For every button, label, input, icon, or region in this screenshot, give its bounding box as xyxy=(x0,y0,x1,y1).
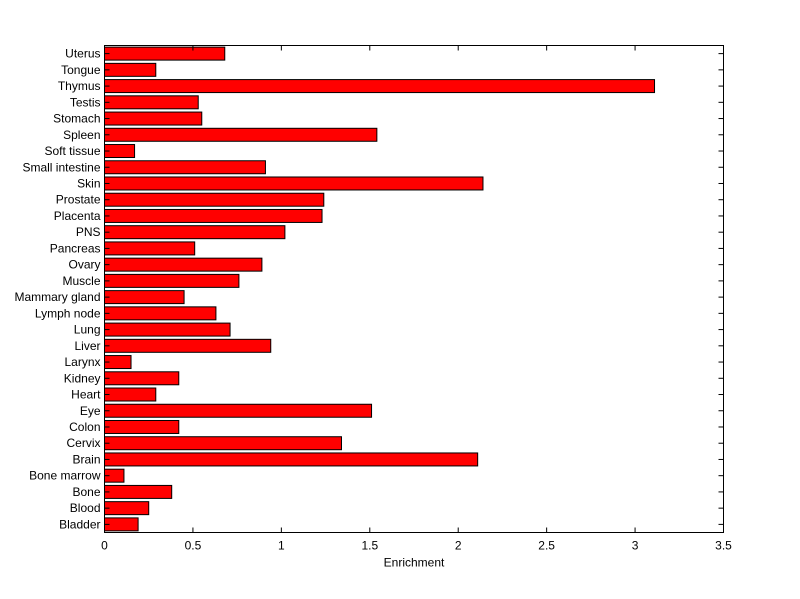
x-axis-label: Enrichment xyxy=(384,556,445,570)
bar-lung xyxy=(104,322,231,337)
y-tick-label: Prostate xyxy=(56,193,101,207)
bar-blood xyxy=(104,501,150,516)
x-tick-label: 2 xyxy=(455,539,462,553)
y-tick-label: Ovary xyxy=(68,258,100,272)
x-tick-label: 3.5 xyxy=(715,539,732,553)
y-tick-label: Bone marrow xyxy=(29,469,101,483)
bar-heart xyxy=(104,387,157,402)
bar-placenta xyxy=(104,208,323,223)
y-tick-label: Blood xyxy=(70,501,101,515)
y-tick-label: PNS xyxy=(76,225,101,239)
y-tick-label: Muscle xyxy=(62,274,100,288)
x-tick-label: 0 xyxy=(101,539,108,553)
y-tick-label: Skin xyxy=(77,176,100,190)
y-tick-label: Liver xyxy=(74,339,100,353)
bar-uterus xyxy=(104,46,226,61)
y-tick-label: Mammary gland xyxy=(14,290,100,304)
bar-cervix xyxy=(104,436,342,451)
x-tick-label: 1.5 xyxy=(361,539,378,553)
bar-tongue xyxy=(104,62,157,77)
y-tick-label: Bladder xyxy=(59,517,100,531)
bar-muscle xyxy=(104,273,240,288)
y-tick-label: Kidney xyxy=(64,371,101,385)
bar-pancreas xyxy=(104,241,196,256)
bar-bladder xyxy=(104,517,139,532)
y-tick-label: Brain xyxy=(72,452,100,466)
y-tick-label: Soft tissue xyxy=(44,144,100,158)
x-tick-label: 3 xyxy=(632,539,639,553)
y-tick-label: Larynx xyxy=(64,355,100,369)
x-tick-label: 0.5 xyxy=(185,539,202,553)
bar-prostate xyxy=(104,192,325,207)
y-tick-label: Colon xyxy=(69,420,100,434)
bars-layer xyxy=(104,46,656,532)
bar-skin xyxy=(104,176,484,191)
y-tick-label: Bone xyxy=(72,485,100,499)
bar-eye xyxy=(104,403,373,418)
bar-ovary xyxy=(104,257,263,272)
y-tick-label: Tongue xyxy=(61,63,101,77)
x-tick-label: 1 xyxy=(278,539,285,553)
bar-lymph-node xyxy=(104,306,217,321)
y-tick-label: Uterus xyxy=(65,47,100,61)
x-tick-label: 2.5 xyxy=(538,539,555,553)
y-tick-label: Small intestine xyxy=(22,160,100,174)
bar-mammary-gland xyxy=(104,290,185,305)
bar-kidney xyxy=(104,371,180,386)
bar-spleen xyxy=(104,127,378,142)
bar-stomach xyxy=(104,111,203,126)
y-tick-label: Testis xyxy=(70,95,101,109)
y-tick-label: Spleen xyxy=(63,128,100,142)
plot-frame xyxy=(104,45,724,533)
y-tick-label: Lung xyxy=(74,323,101,337)
bar-liver xyxy=(104,338,272,353)
y-tick-label: Stomach xyxy=(53,112,100,126)
bar-small-intestine xyxy=(104,160,266,175)
y-tick-label: Heart xyxy=(71,388,101,402)
y-tick-label: Cervix xyxy=(66,436,100,450)
bar-brain xyxy=(104,452,479,467)
y-tick-label: Pancreas xyxy=(50,241,101,255)
bar-colon xyxy=(104,419,180,434)
bar-testis xyxy=(104,95,199,110)
y-tick-label: Thymus xyxy=(58,79,101,93)
y-tick-label: Eye xyxy=(80,404,101,418)
ticks-layer: Bladder Blood Bone Bone marrow Brain Cervix Co… xyxy=(14,45,732,553)
y-tick-label: Lymph node xyxy=(35,306,101,320)
bar-thymus xyxy=(104,79,656,94)
bar-pns xyxy=(104,225,286,240)
bar-bone xyxy=(104,484,173,499)
y-tick-label: Placenta xyxy=(54,209,101,223)
